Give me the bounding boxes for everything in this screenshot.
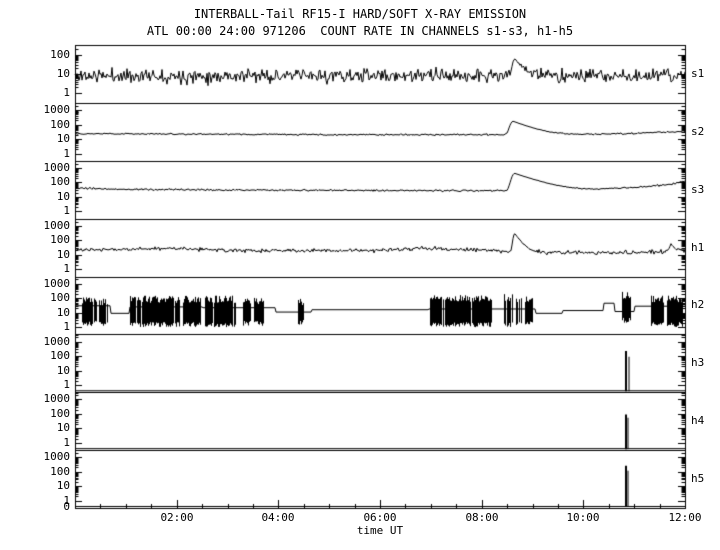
y-tick-label-s3-10: 10 xyxy=(56,190,70,203)
y-tick-label-h3-1: 1 xyxy=(63,378,70,391)
y-tick-label-s1-10: 10 xyxy=(56,67,70,80)
y-tick-label-h4-1000: 1000 xyxy=(43,392,71,405)
y-tick-label-h2-100: 100 xyxy=(50,291,70,304)
panel-label-h3: h3 xyxy=(691,356,705,369)
x-tick-label-08:00: 08:00 xyxy=(465,511,499,524)
y-tick-label-s2-1: 1 xyxy=(63,147,70,160)
x-tick-label-06:00: 06:00 xyxy=(363,511,397,524)
panel-label-s1: s1 xyxy=(691,67,705,80)
y-tick-label-h5-1: 1 xyxy=(63,494,70,507)
y-tick-label-s1-1: 1 xyxy=(63,86,70,99)
y-tick-label-h5-floor: 0 xyxy=(63,500,70,513)
chart-title: INTERBALL-Tail RF15-I HARD/SOFT X-RAY EM… xyxy=(193,7,527,21)
y-tick-label-s1-100: 100 xyxy=(50,48,70,61)
x-tick-label-04:00: 04:00 xyxy=(261,511,295,524)
y-tick-label-h3-10: 10 xyxy=(56,364,70,377)
y-tick-label-h2-10: 10 xyxy=(56,306,70,319)
x-tick-label-02:00: 02:00 xyxy=(160,511,194,524)
y-tick-label-h2-1000: 1000 xyxy=(43,277,71,290)
y-tick-label-h1-100: 100 xyxy=(50,233,70,246)
y-tick-label-h5-100: 100 xyxy=(50,465,70,478)
panel-label-h5: h5 xyxy=(691,472,705,485)
y-tick-label-s2-1000: 1000 xyxy=(43,103,71,116)
y-tick-label-h4-10: 10 xyxy=(56,421,70,434)
chart-subtitle: ATL 00:00 24:00 971206 COUNT RATE IN CHA… xyxy=(146,24,574,38)
y-tick-label-s3-1000: 1000 xyxy=(43,161,71,174)
y-tick-label-h4-100: 100 xyxy=(50,407,70,420)
panel-label-s3: s3 xyxy=(691,183,705,196)
panel-label-h4: h4 xyxy=(691,414,705,427)
y-tick-label-s3-1: 1 xyxy=(63,204,70,217)
y-tick-label-h3-100: 100 xyxy=(50,349,70,362)
y-tick-label-h4-1: 1 xyxy=(63,436,70,449)
y-tick-label-h1-1: 1 xyxy=(63,262,70,275)
y-tick-label-h3-1000: 1000 xyxy=(43,335,71,348)
y-tick-label-s3-100: 100 xyxy=(50,175,70,188)
x-axis-label: time UT xyxy=(356,524,404,537)
y-tick-label-h2-1: 1 xyxy=(63,320,70,333)
y-tick-label-s2-100: 100 xyxy=(50,118,70,131)
panel-label-h2: h2 xyxy=(691,298,705,311)
y-tick-label-s2-10: 10 xyxy=(56,132,70,145)
panel-label-h1: h1 xyxy=(691,241,705,254)
y-tick-label-h5-10: 10 xyxy=(56,479,70,492)
x-tick-label-10:00: 10:00 xyxy=(566,511,600,524)
panel-label-s2: s2 xyxy=(691,125,705,138)
y-tick-label-h5-1000: 1000 xyxy=(43,450,71,463)
x-tick-label-12:00: 12:00 xyxy=(668,511,702,524)
y-tick-label-h1-1000: 1000 xyxy=(43,219,71,232)
y-tick-label-h1-10: 10 xyxy=(56,248,70,261)
